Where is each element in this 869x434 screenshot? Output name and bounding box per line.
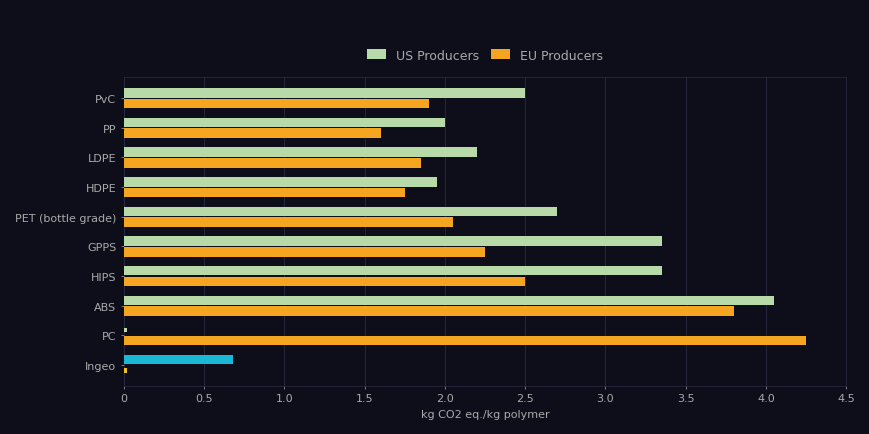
Bar bbox=[124, 118, 444, 128]
Bar bbox=[124, 178, 436, 187]
Bar bbox=[124, 89, 525, 99]
X-axis label: kg CO2 eq./kg polymer: kg CO2 eq./kg polymer bbox=[421, 409, 548, 419]
Bar bbox=[124, 159, 421, 168]
Bar bbox=[124, 355, 233, 365]
Bar bbox=[124, 129, 381, 138]
Legend: US Producers, EU Producers: US Producers, EU Producers bbox=[362, 44, 607, 67]
Bar bbox=[124, 218, 453, 227]
Bar bbox=[124, 277, 525, 286]
Bar bbox=[124, 368, 127, 373]
Bar bbox=[124, 247, 485, 257]
Bar bbox=[124, 237, 660, 246]
Bar bbox=[124, 307, 733, 316]
Bar bbox=[124, 148, 476, 158]
Bar bbox=[124, 336, 805, 345]
Bar bbox=[124, 296, 773, 306]
Bar bbox=[124, 188, 404, 198]
Bar bbox=[124, 328, 127, 332]
Bar bbox=[124, 99, 428, 109]
Bar bbox=[124, 266, 660, 276]
Bar bbox=[124, 207, 557, 217]
